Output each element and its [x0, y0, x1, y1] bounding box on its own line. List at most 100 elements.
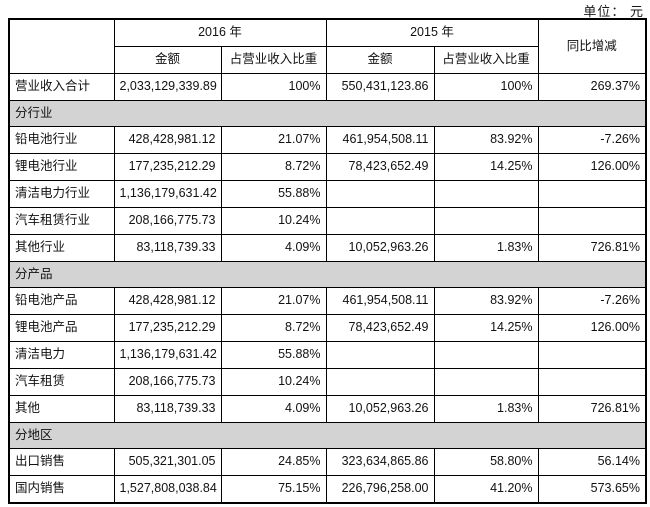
amount-2016-cell: 2,033,129,339.89	[113, 73, 222, 101]
header-row-subcolumns: 金额 占营业收入比重 金额 占营业收入比重	[9, 46, 646, 74]
amount-2015-cell	[325, 341, 435, 369]
ratio-2015-cell: 14.25%	[433, 314, 539, 342]
table-row: 其他 83,118,739.33 4.09% 10,052,963.26 1.8…	[8, 395, 647, 423]
yoy-cell	[537, 368, 647, 396]
yoy-cell: 126.00%	[537, 153, 647, 181]
row-label: 锂电池产品	[8, 314, 115, 342]
amount-2016-cell: 505,321,301.05	[113, 448, 222, 476]
ratio-2015-cell: 58.80%	[433, 448, 539, 476]
table-row: 营业收入合计 2,033,129,339.89 100% 550,431,123…	[8, 73, 647, 101]
yoy-cell: 126.00%	[537, 314, 647, 342]
row-label: 营业收入合计	[8, 73, 115, 101]
section-label: 分产品	[8, 261, 647, 288]
table-row: 锂电池行业 177,235,212.29 8.72% 78,423,652.49…	[8, 153, 647, 181]
amount-2016-cell: 428,428,981.12	[113, 287, 222, 315]
row-label-header-cell	[8, 18, 115, 74]
row-label: 汽车租赁行业	[8, 207, 115, 235]
row-label: 清洁电力	[8, 341, 115, 369]
revenue-breakdown-table: 2016 年 2015 年 同比增减 金额 占营业收入比重 金额 占营业收入比重…	[8, 18, 647, 504]
amount-2015-header: 金额	[325, 46, 435, 74]
ratio-2015-cell: 1.83%	[433, 395, 539, 423]
table-body: 营业收入合计 2,033,129,339.89 100% 550,431,123…	[8, 73, 647, 504]
unit-label: 单位： 元	[583, 4, 644, 19]
table-row: 汽车租赁 208,166,775.73 10.24%	[8, 368, 647, 396]
ratio-2016-cell: 4.09%	[220, 234, 327, 262]
row-label: 汽车租赁	[8, 368, 115, 396]
ratio-2015-cell: 14.25%	[433, 153, 539, 181]
table-row: 铅电池产品 428,428,981.12 21.07% 461,954,508.…	[8, 287, 647, 315]
yoy-cell: -7.26%	[537, 287, 647, 315]
ratio-2015-cell: 100%	[433, 73, 539, 101]
section-label: 分行业	[8, 100, 647, 127]
yoy-cell: 269.37%	[537, 73, 647, 101]
header-row-years: 2016 年 2015 年 同比增减	[8, 18, 647, 74]
yoy-cell	[537, 341, 647, 369]
yoy-cell: 56.14%	[537, 448, 647, 476]
table-row: 汽车租赁行业 208,166,775.73 10.24%	[8, 207, 647, 235]
ratio-2015-cell	[433, 368, 539, 396]
amount-2015-cell	[325, 368, 435, 396]
amount-2015-cell: 78,423,652.49	[325, 153, 435, 181]
ratio-2016-header: 占营业收入比重	[220, 46, 327, 74]
row-label: 国内销售	[8, 475, 115, 504]
row-label: 出口销售	[8, 448, 115, 476]
ratio-2015-header: 占营业收入比重	[433, 46, 539, 74]
amount-2016-header: 金额	[113, 46, 222, 74]
amount-2016-cell: 83,118,739.33	[113, 234, 222, 262]
amount-2016-cell: 1,136,179,631.42	[113, 341, 222, 369]
ratio-2016-cell: 21.07%	[220, 287, 327, 315]
amount-2015-cell: 461,954,508.11	[325, 287, 435, 315]
table-row: 铅电池行业 428,428,981.12 21.07% 461,954,508.…	[8, 126, 647, 154]
ratio-2015-cell: 41.20%	[433, 475, 539, 504]
year-2015-header: 2015 年	[325, 18, 539, 47]
amount-2015-cell: 461,954,508.11	[325, 126, 435, 154]
amount-2016-cell: 177,235,212.29	[113, 314, 222, 342]
amount-2015-cell: 10,052,963.26	[325, 234, 435, 262]
yoy-cell	[537, 180, 647, 208]
section-label: 分地区	[8, 422, 647, 449]
row-label: 铅电池行业	[8, 126, 115, 154]
amount-2016-cell: 208,166,775.73	[113, 207, 222, 235]
year-2016-header: 2016 年	[113, 18, 327, 47]
ratio-2016-cell: 24.85%	[220, 448, 327, 476]
yoy-cell: -7.26%	[537, 126, 647, 154]
ratio-2016-cell: 10.24%	[220, 368, 327, 396]
yoy-cell	[537, 207, 647, 235]
amount-2016-cell: 1,136,179,631.42	[113, 180, 222, 208]
amount-2016-cell: 1,527,808,038.84	[113, 475, 222, 504]
row-label: 铅电池产品	[8, 287, 115, 315]
ratio-2015-cell	[433, 180, 539, 208]
section-row: 分地区	[8, 422, 647, 449]
row-label: 其他行业	[8, 234, 115, 262]
amount-2015-cell	[325, 207, 435, 235]
table-row: 清洁电力行业 1,136,179,631.42 55.88%	[8, 180, 647, 208]
ratio-2016-cell: 55.88%	[220, 180, 327, 208]
row-label: 锂电池行业	[8, 153, 115, 181]
ratio-2015-cell	[433, 341, 539, 369]
section-row: 分行业	[8, 100, 647, 127]
ratio-2016-cell: 100%	[220, 73, 327, 101]
yoy-header: 同比增减	[537, 18, 647, 74]
amount-2015-cell: 550,431,123.86	[325, 73, 435, 101]
amount-2015-cell: 323,634,865.86	[325, 448, 435, 476]
ratio-2016-cell: 21.07%	[220, 126, 327, 154]
section-row: 分产品	[8, 261, 647, 288]
amount-2015-cell	[325, 180, 435, 208]
table-row: 锂电池产品 177,235,212.29 8.72% 78,423,652.49…	[8, 314, 647, 342]
amount-2016-cell: 177,235,212.29	[113, 153, 222, 181]
ratio-2016-cell: 10.24%	[220, 207, 327, 235]
ratio-2015-cell	[433, 207, 539, 235]
table-row: 清洁电力 1,136,179,631.42 55.88%	[8, 341, 647, 369]
ratio-2016-cell: 8.72%	[220, 314, 327, 342]
table-row: 国内销售 1,527,808,038.84 75.15% 226,796,258…	[8, 475, 647, 504]
amount-2016-cell: 83,118,739.33	[113, 395, 222, 423]
row-label: 其他	[8, 395, 115, 423]
row-label: 清洁电力行业	[8, 180, 115, 208]
amount-2015-cell: 226,796,258.00	[325, 475, 435, 504]
amount-2016-cell: 208,166,775.73	[113, 368, 222, 396]
yoy-cell: 726.81%	[537, 234, 647, 262]
amount-2015-cell: 78,423,652.49	[325, 314, 435, 342]
amount-2016-cell: 428,428,981.12	[113, 126, 222, 154]
ratio-2016-cell: 55.88%	[220, 341, 327, 369]
ratio-2016-cell: 75.15%	[220, 475, 327, 504]
